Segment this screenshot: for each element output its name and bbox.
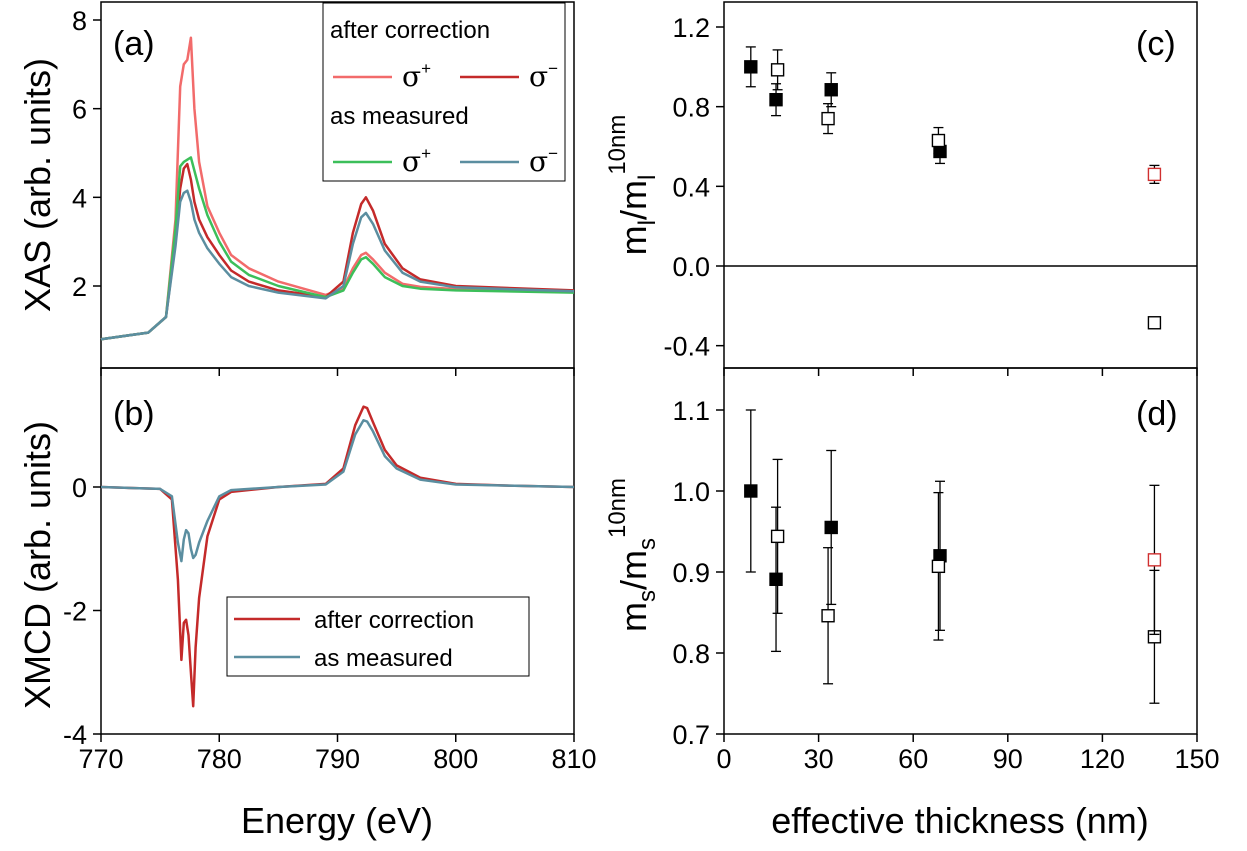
- panel-c-frame: [723, 1, 1198, 369]
- panel-label-d: (d): [1136, 395, 1178, 433]
- series-line-panel-a-3: [100, 189, 575, 341]
- legend-a-sigma-minus-measured-label: σ−: [529, 144, 558, 178]
- filled-square-marker-c: [744, 60, 758, 74]
- y-tick-label-panel-c: 0.4: [672, 172, 710, 202]
- x-tick-label-panel-d: 150: [1174, 744, 1219, 774]
- open-square-marker-d: [931, 559, 946, 574]
- x-tick-label-panel-b: 770: [78, 744, 123, 774]
- y-tick-label-panel-c: 0.8: [672, 93, 710, 123]
- series-line-panel-b-0: [100, 405, 575, 708]
- y-tick-label-panel-d: 1.0: [672, 477, 710, 507]
- y-tick-label-panel-d: 0.9: [672, 558, 710, 588]
- open-square-marker-d: [1147, 553, 1162, 567]
- open-square-marker-c: [821, 111, 835, 126]
- x-tick-label-panel-d: 90: [993, 744, 1023, 774]
- y-tick-label-panel-a: 6: [72, 95, 87, 125]
- x-tick-label-panel-b: 800: [433, 744, 478, 774]
- panel-b-plot: [100, 405, 575, 708]
- panel-label-c: (c): [1136, 25, 1176, 63]
- ylabel-ms-ratio: ms/ms10nm: [604, 478, 661, 632]
- legend-a-title-after: after correction: [330, 17, 490, 44]
- series-line-panel-a-0: [100, 36, 575, 341]
- ylabel-ml-ratio: ml/ml10nm: [604, 115, 661, 256]
- y-tick-label-panel-d: 0.8: [672, 639, 710, 669]
- panel-d-frame: [723, 367, 1198, 735]
- x-tick-label-panel-d: 60: [898, 744, 928, 774]
- legend-a-box: [322, 2, 566, 182]
- x-tick-label-panel-b: 810: [551, 744, 596, 774]
- ylabel-xmcd: XMCD (arb. units): [17, 421, 58, 709]
- panel-label-b: (b): [113, 395, 155, 433]
- legend-a: after correction σ+ σ− as measured σ+ σ−: [322, 2, 566, 182]
- filled-square-marker-d: [824, 520, 838, 535]
- legend-b-measured-label: as measured: [314, 645, 453, 672]
- panel-c-plot: [724, 46, 1197, 330]
- filled-square-marker-c: [769, 92, 783, 107]
- x-tick-label-panel-b: 780: [197, 744, 242, 774]
- open-square-marker-c: [1147, 167, 1162, 182]
- filled-square-marker-d: [769, 572, 783, 586]
- filled-square-marker-c: [824, 83, 838, 97]
- series-line-panel-b-1: [100, 419, 575, 563]
- open-square-marker-d: [770, 529, 785, 544]
- y-tick-label-panel-d: 0.7: [672, 720, 710, 750]
- y-tick-label-panel-a: 8: [72, 6, 87, 36]
- filled-square-marker-c: [933, 144, 947, 159]
- legend-b-box: [226, 596, 530, 677]
- y-tick-label-panel-c: 1.2: [672, 13, 710, 43]
- xlabel-thickness: effective thickness (nm): [771, 800, 1148, 841]
- filled-square-marker-d: [744, 484, 758, 498]
- open-square-marker-d: [821, 609, 835, 623]
- panel-d-plot: [744, 409, 1162, 704]
- legend-a-sigma-minus-after-label: σ−: [529, 59, 558, 93]
- y-tick-label-panel-a: 4: [72, 183, 87, 213]
- panel-b-frame: [100, 367, 575, 735]
- y-tick-label-panel-c: -0.4: [663, 332, 710, 362]
- y-tick-label-panel-b: -2: [63, 597, 87, 627]
- ylabel-xas: XAS (arb. units): [17, 58, 58, 312]
- xlabel-energy: Energy (eV): [241, 800, 433, 841]
- y-tick-label-panel-b: -4: [63, 720, 87, 750]
- tick-layer: 770 780 790 800 810 0 30 60 90 120 150 2 4 6 8 -4 -2 0 -0.…: [63, 6, 1220, 774]
- legend-a-sigma-plus-after-label: σ+: [402, 59, 431, 93]
- legend-b: after correction as measured: [226, 596, 530, 677]
- x-tick-label-panel-d: 0: [716, 744, 731, 774]
- y-tick-label-panel-b: 0: [72, 473, 87, 503]
- legend-a-title-measured: as measured: [330, 103, 469, 130]
- open-square-marker-c: [770, 63, 785, 77]
- legend-b-after-label: after correction: [314, 607, 474, 634]
- open-square-marker-c: [931, 133, 946, 148]
- x-tick-label-panel-d: 30: [804, 744, 834, 774]
- y-tick-label-panel-a: 2: [72, 272, 87, 302]
- y-tick-label-panel-c: 0.0: [672, 252, 710, 282]
- series-line-panel-a-2: [100, 156, 575, 341]
- panel-a-plot: [100, 36, 575, 341]
- series-line-panel-a-1: [100, 162, 575, 341]
- open-square-marker-c: [1147, 316, 1162, 330]
- y-tick-label-panel-d: 1.1: [672, 396, 710, 426]
- x-tick-label-panel-b: 790: [315, 744, 360, 774]
- panel-label-a: (a): [113, 25, 155, 63]
- legend-a-sigma-plus-measured-label: σ+: [402, 144, 431, 178]
- x-tick-label-panel-d: 120: [1080, 744, 1125, 774]
